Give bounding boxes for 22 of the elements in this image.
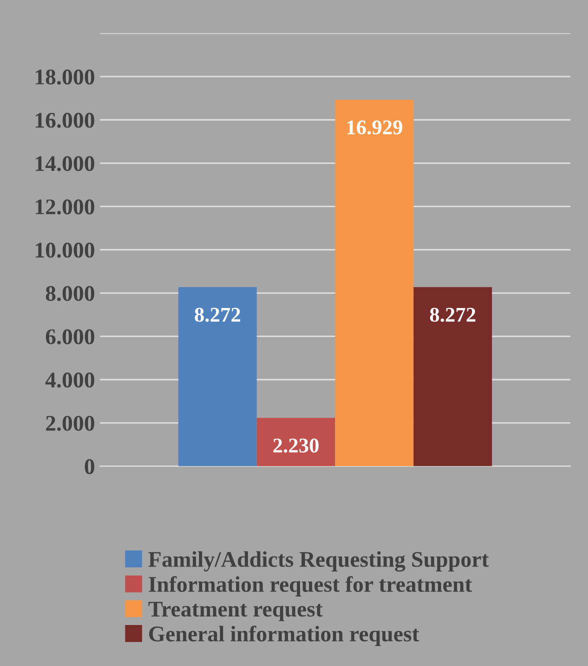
legend-label: Information request for treatment [148,576,472,596]
y-tick-label: 2.000 [46,416,94,431]
data-label: 8.272 [194,308,240,322]
bar [335,100,414,466]
data-label: 16.929 [347,120,402,135]
y-tick-label: 8.000 [46,286,94,302]
legend-label: Treatment request [148,602,323,622]
y-tick-label: 12.000 [36,199,94,214]
bar [178,287,257,466]
legend-label: General information request [149,626,420,646]
y-tick-label: 16.000 [36,112,94,128]
y-tick-label: 14.000 [36,156,94,172]
data-label: 8.272 [430,308,476,322]
legend-label: Family/Addicts Requesting Support [148,551,489,572]
y-tick-label: 18.000 [36,70,94,85]
bar [256,418,336,466]
y-tick-label: 10.000 [36,242,94,258]
bar [414,287,492,466]
y-tick-label: 6.000 [46,329,94,344]
y-tick-label: 4.000 [45,372,94,388]
y-tick-label: 0 [84,459,94,474]
data-label: 2.230 [273,438,319,453]
